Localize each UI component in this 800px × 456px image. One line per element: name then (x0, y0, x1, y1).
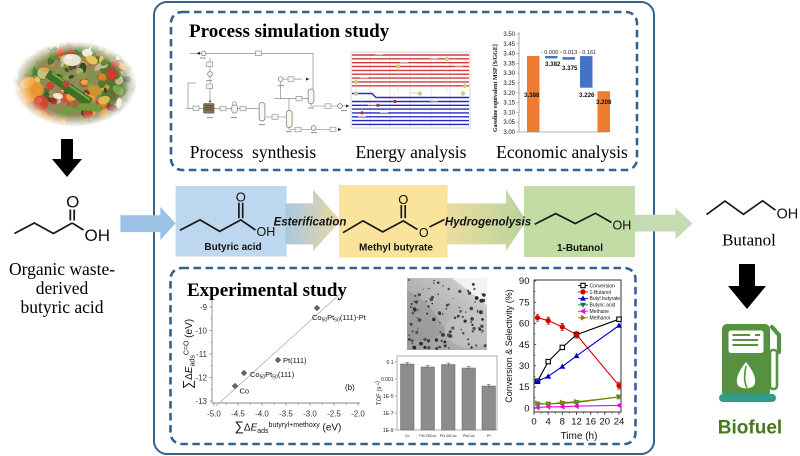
svg-text:O: O (419, 226, 429, 240)
svg-text:O: O (398, 192, 408, 207)
svg-text:-13: -13 (195, 397, 207, 406)
svg-text:Process synthesis: Process synthesis (190, 142, 317, 162)
svg-text:3.226: 3.226 (579, 92, 595, 99)
svg-text:OH: OH (613, 219, 632, 233)
svg-text:- 0.006 - 0.013 - 0.161: - 0.006 - 0.013 - 0.161 (541, 50, 596, 56)
svg-text:Organic waste-: Organic waste- (9, 259, 115, 279)
svg-text:3.35: 3.35 (503, 61, 515, 67)
svg-text:3.00: 3.00 (503, 130, 515, 136)
svg-text:3.25: 3.25 (503, 81, 515, 87)
svg-text:20: 20 (600, 417, 611, 428)
svg-text:3.10: 3.10 (503, 110, 515, 116)
svg-text:Conversion: Conversion (590, 283, 616, 289)
svg-text:3.375: 3.375 (562, 65, 578, 72)
svg-text:1E-7: 1E-7 (383, 411, 394, 417)
svg-text:OH: OH (85, 226, 111, 245)
svg-text:Co50Pt50(111)-Pt: Co50Pt50(111)-Pt (312, 313, 367, 324)
svg-text:∑ΔEadsbutyryl+methoxy (eV): ∑ΔEadsbutyryl+methoxy (eV) (235, 419, 342, 436)
svg-text:Biofuel: Biofuel (718, 418, 782, 439)
svg-text:Hydrogenolysis: Hydrogenolysis (445, 217, 531, 229)
svg-text:-9: -9 (200, 303, 208, 312)
svg-text:Pt(111): Pt(111) (283, 356, 307, 365)
svg-text:-12: -12 (195, 374, 207, 383)
svg-text:(b): (b) (345, 383, 355, 392)
svg-text:Gasoline equivalent MSP [$/GGE: Gasoline equivalent MSP [$/GGE] (492, 44, 499, 132)
svg-text:-10: -10 (195, 327, 207, 336)
svg-text:Methanol: Methanol (590, 316, 611, 322)
svg-text:Butanol: Butanol (722, 231, 776, 250)
svg-text:60: 60 (519, 319, 530, 330)
svg-text:-3.0: -3.0 (303, 410, 317, 419)
svg-text:3.50: 3.50 (503, 32, 515, 38)
svg-text:1-Butanol: 1-Butanol (557, 243, 603, 254)
svg-text:O: O (236, 190, 246, 205)
svg-text:8: 8 (560, 417, 565, 428)
svg-text:Esterification: Esterification (274, 217, 347, 229)
svg-text:3.388: 3.388 (524, 92, 540, 99)
svg-text:Conversion & Selectivity (%): Conversion & Selectivity (%) (504, 289, 514, 403)
svg-text:-3.5: -3.5 (279, 410, 293, 419)
svg-text:12: 12 (571, 417, 582, 428)
svg-text:90: 90 (519, 276, 530, 287)
svg-text:Co: Co (405, 434, 410, 438)
svg-text:butyric acid: butyric acid (20, 297, 103, 317)
svg-text:15: 15 (519, 382, 530, 393)
svg-text:Co: Co (240, 387, 250, 396)
svg-text:Methane: Methane (590, 309, 610, 315)
svg-text:Pt: Pt (487, 434, 490, 438)
svg-text:Economic analysis: Economic analysis (496, 142, 628, 162)
svg-text:3.40: 3.40 (503, 52, 515, 58)
svg-text:3.45: 3.45 (503, 42, 515, 48)
svg-text:-5.0: -5.0 (207, 410, 221, 419)
svg-text:0: 0 (524, 403, 529, 414)
svg-text:16: 16 (585, 417, 596, 428)
svg-text:0.1: 0.1 (387, 360, 394, 366)
svg-text:1E-9: 1E-9 (383, 428, 394, 434)
svg-text:3.15: 3.15 (503, 101, 515, 107)
svg-text:3.30: 3.30 (503, 71, 515, 77)
svg-text:derived: derived (36, 278, 89, 298)
svg-text:Experimental study: Experimental study (187, 280, 347, 301)
svg-text:-4.5: -4.5 (231, 410, 245, 419)
svg-text:-2.0: -2.0 (351, 410, 365, 419)
svg-text:4: 4 (546, 417, 551, 428)
svg-text:Butyl butyrate: Butyl butyrate (590, 296, 621, 302)
svg-text:Co50Pt50(111): Co50Pt50(111) (250, 370, 295, 381)
svg-text:Methyl butyrate: Methyl butyrate (359, 243, 433, 254)
svg-text:Time (h): Time (h) (561, 431, 598, 442)
svg-text:TOF (s-1): TOF (s-1) (375, 381, 383, 405)
svg-text:Process simulation study: Process simulation study (189, 21, 390, 42)
svg-text:45: 45 (519, 340, 530, 351)
svg-text:-4.0: -4.0 (255, 410, 269, 419)
svg-text:Butyric acid: Butyric acid (204, 242, 261, 253)
svg-text:3.20: 3.20 (503, 91, 515, 97)
svg-text:-2.5: -2.5 (327, 410, 341, 419)
svg-text:Energy analysis: Energy analysis (356, 142, 467, 162)
svg-text:Pt0.25Cox: Pt0.25Cox (419, 434, 436, 438)
svg-text:0: 0 (531, 417, 536, 428)
svg-text:1E-5: 1E-5 (383, 394, 394, 400)
svg-text:3.208: 3.208 (596, 99, 612, 106)
svg-text:24: 24 (614, 417, 625, 428)
svg-text:75: 75 (519, 297, 530, 308)
svg-text:OH: OH (777, 207, 799, 223)
svg-text:OH: OH (257, 225, 276, 239)
svg-text:O: O (66, 193, 79, 212)
svg-text:1-Butanol: 1-Butanol (590, 290, 611, 296)
svg-text:∑ΔEadsC=O (eV): ∑ΔEadsC=O (eV) (180, 319, 197, 389)
svg-text:30: 30 (519, 361, 530, 372)
svg-text:3.05: 3.05 (503, 120, 515, 126)
svg-text:3.382: 3.382 (545, 61, 561, 68)
svg-text:0.001: 0.001 (381, 377, 394, 383)
svg-text:-11: -11 (196, 350, 208, 359)
svg-text:Pt1.00Cox: Pt1.00Cox (440, 434, 457, 438)
svg-text:Butyric acid: Butyric acid (590, 303, 616, 309)
svg-text:PtxCox: PtxCox (463, 434, 475, 438)
